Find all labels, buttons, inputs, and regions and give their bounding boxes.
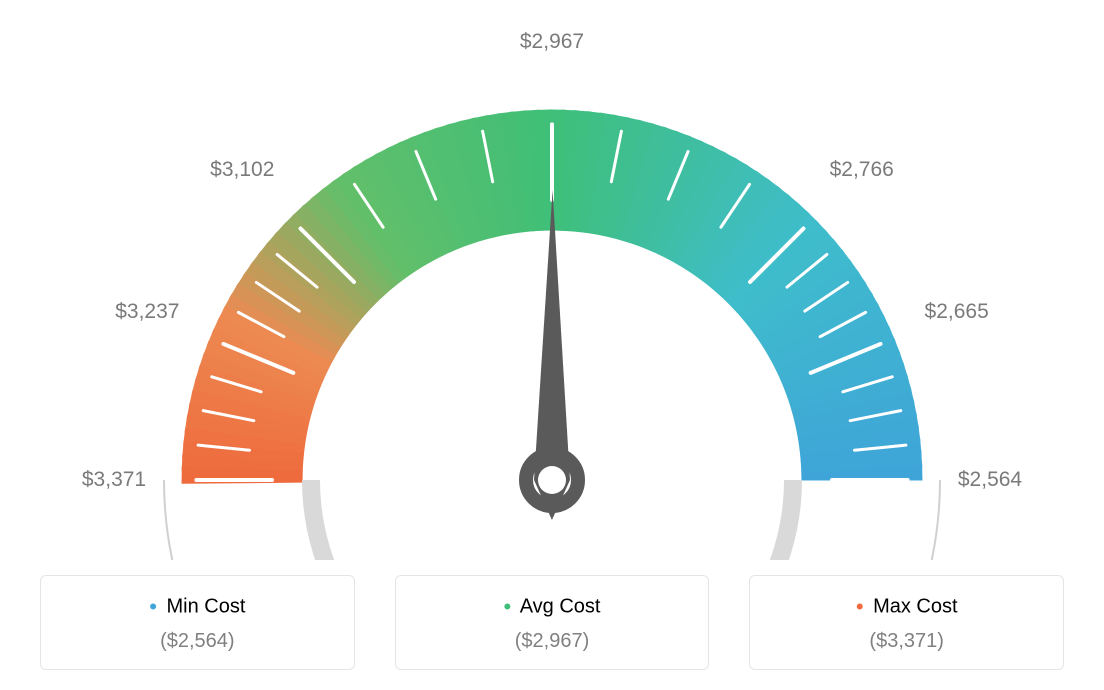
legend-card-min: • Min Cost ($2,564) [40, 575, 355, 670]
gauge-tick-label: $3,371 [82, 468, 146, 492]
legend-value-avg: ($2,967) [406, 630, 699, 653]
gauge-tick-label: $2,967 [520, 30, 584, 54]
legend-card-avg: • Avg Cost ($2,967) [395, 575, 710, 670]
dot-icon: • [856, 594, 864, 619]
gauge-tick-label: $3,102 [210, 158, 274, 182]
legend-value-min: ($2,564) [51, 630, 344, 653]
dot-icon: • [149, 594, 157, 619]
legend-value-max: ($3,371) [760, 630, 1053, 653]
gauge-svg [0, 0, 1104, 560]
legend-label: Min Cost [167, 595, 246, 617]
legend-card-max: • Max Cost ($3,371) [749, 575, 1064, 670]
legend-label: Max Cost [873, 595, 957, 617]
dot-icon: • [504, 594, 512, 619]
gauge-tick-label: $2,564 [958, 468, 1022, 492]
legend-title-min: • Min Cost [51, 594, 344, 620]
gauge-tick-label: $2,766 [830, 158, 894, 182]
gauge-tick-label: $3,237 [115, 300, 179, 324]
legend-row: • Min Cost ($2,564) • Avg Cost ($2,967) … [40, 575, 1064, 670]
gauge-tick-label: $2,665 [925, 300, 989, 324]
gauge-chart: $2,564 $2,665 $2,766 $2,967 $3,102 $3,237 $3,3… [0, 0, 1104, 560]
legend-title-max: • Max Cost [760, 594, 1053, 620]
legend-label: Avg Cost [520, 595, 601, 617]
legend-title-avg: • Avg Cost [406, 594, 699, 620]
